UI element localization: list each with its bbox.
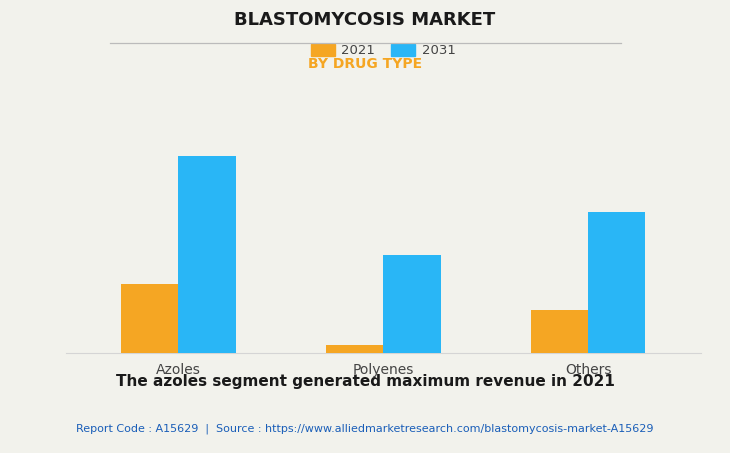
Bar — [121, 284, 178, 353]
Bar — [383, 255, 441, 353]
Text: BY DRUG TYPE: BY DRUG TYPE — [308, 57, 422, 71]
Bar — [588, 212, 645, 353]
Text: BLASTOMYCOSIS MARKET: BLASTOMYCOSIS MARKET — [234, 11, 496, 29]
Text: Report Code : A15629  |  Source : https://www.alliedmarketresearch.com/blastomyc: Report Code : A15629 | Source : https://… — [76, 424, 654, 434]
Bar — [531, 310, 588, 353]
Bar — [326, 346, 383, 353]
Legend: 2021, 2031: 2021, 2031 — [306, 39, 461, 63]
Bar — [178, 156, 236, 353]
Text: The azoles segment generated maximum revenue in 2021: The azoles segment generated maximum rev… — [115, 374, 615, 389]
